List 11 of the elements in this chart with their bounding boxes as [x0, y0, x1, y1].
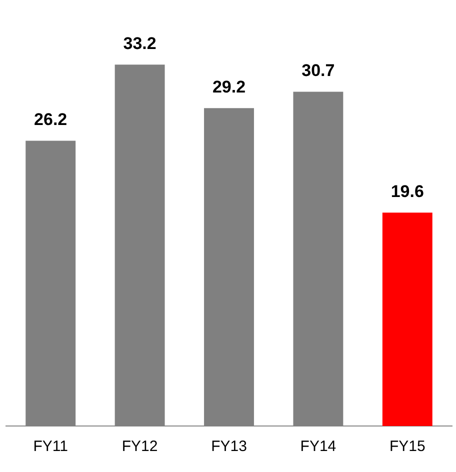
x-tick-label: FY11: [33, 438, 68, 456]
x-tick-label: FY12: [122, 438, 158, 456]
data-label: 19.6: [390, 182, 424, 201]
data-label: 33.2: [123, 34, 156, 53]
x-tick-label: FY15: [389, 438, 426, 456]
x-tick-label: FY13: [211, 438, 247, 456]
bar: [382, 212, 432, 426]
data-label: 30.7: [302, 60, 335, 80]
data-label: 26.2: [34, 110, 68, 129]
x-tick-label: FY14: [300, 438, 336, 456]
data-label: 29.2: [212, 77, 246, 96]
